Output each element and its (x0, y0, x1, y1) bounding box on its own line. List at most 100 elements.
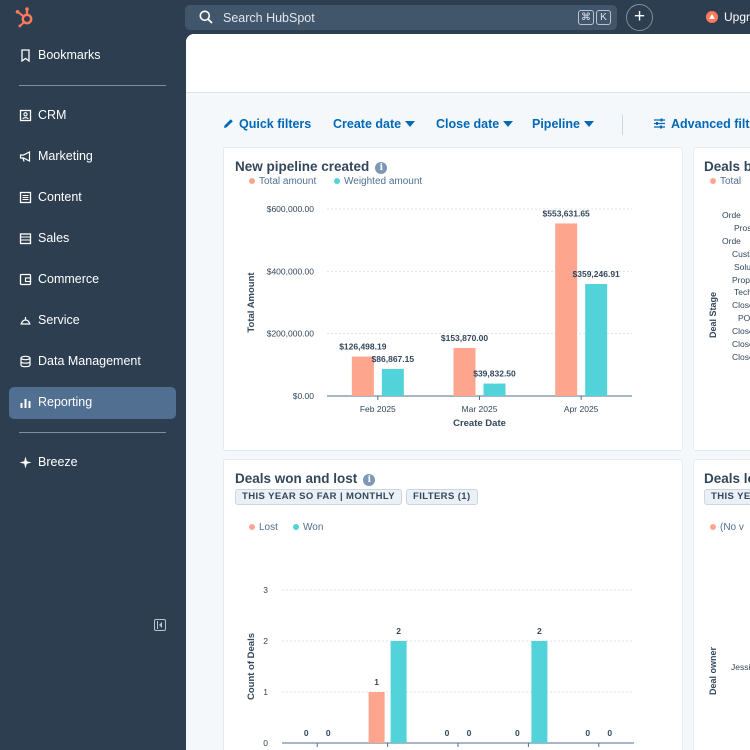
date-range-tag[interactable]: THIS YEAR SO FAR | MONTHLY (235, 489, 402, 505)
upgrade-icon (706, 11, 718, 23)
filters-tag[interactable]: FILTERS (1) (406, 489, 478, 505)
sidebar-item-data-management[interactable]: Data Management (9, 346, 176, 378)
create-date-filter[interactable]: Create date (333, 117, 416, 131)
y-axis-label: Total Amount (246, 272, 257, 333)
card-title-text: Deals won and lost (235, 471, 358, 486)
card-title[interactable]: Deals won and lost i (235, 471, 376, 486)
card-deals-lost-by-owner: Deals lo THIS YE (No v Deal owner Jessi (693, 459, 750, 750)
legend-won[interactable]: Won (293, 522, 323, 533)
create-new-button[interactable]: + (626, 4, 653, 31)
legend-label: Total (720, 176, 742, 187)
bar (531, 641, 548, 743)
sidebar-item-crm[interactable]: CRM (9, 100, 176, 132)
y-tick-label: 3 (263, 585, 268, 595)
data-label: $153,870.00 (441, 333, 489, 343)
pencil-icon (224, 119, 233, 128)
pipeline-filter[interactable]: Pipeline (532, 117, 594, 131)
legend-total-amount[interactable]: Total amount (249, 176, 316, 187)
card-title[interactable]: Deals b (704, 159, 750, 174)
sidebar-item-marketing[interactable]: Marketing (9, 141, 176, 173)
quick-filters-button[interactable]: Quick filters (223, 117, 311, 131)
legend-label: Won (303, 522, 324, 533)
sidebar-item-reporting[interactable]: Reporting (9, 387, 176, 419)
data-label: 0 (607, 728, 612, 738)
search-icon (199, 10, 213, 24)
search-bar[interactable]: Search HubSpot ⌘ K (185, 5, 617, 30)
stage-label: Prop (732, 274, 750, 285)
sidebar-item-sales[interactable]: Sales (9, 223, 176, 255)
bookmark-icon (21, 49, 30, 62)
data-label: $86,867.15 (372, 354, 415, 364)
data-label: 2 (537, 626, 542, 636)
filter-divider (622, 115, 623, 135)
legend-dot (293, 524, 299, 530)
sidebar-item-commerce[interactable]: Commerce (9, 264, 176, 296)
axis-label-text: Deal Stage (708, 292, 718, 338)
deal-stage-axis-label: Deal Stage (708, 292, 718, 338)
breeze-icon (19, 456, 32, 469)
sidebar-item-service[interactable]: Service (9, 305, 176, 337)
data-label: 1 (374, 677, 379, 687)
sidebar-divider (19, 432, 166, 433)
data-label: 0 (326, 728, 331, 738)
sidebar-item-label: Breeze (38, 455, 78, 469)
card-new-pipeline: New pipeline created i Total amount Weigh… (223, 147, 683, 451)
info-icon[interactable]: i (363, 474, 376, 486)
caret-down-icon (503, 121, 514, 127)
deal-owner-axis-label: Deal owner (708, 646, 718, 695)
data-label: 0 (445, 728, 450, 738)
data-label: 2 (396, 626, 401, 636)
sidebar-item-label: CRM (38, 108, 67, 122)
data-label: 0 (515, 728, 520, 738)
sidebar-item-bookmarks[interactable]: Bookmarks (9, 40, 176, 72)
stage-label: Tech (734, 287, 750, 298)
hubspot-logo-icon[interactable] (14, 6, 36, 28)
stage-label: Pros (734, 222, 750, 233)
y-tick-label: 2 (263, 636, 268, 646)
bar (390, 641, 407, 743)
data-label: $126,498.19 (339, 342, 387, 352)
card-title[interactable]: New pipeline created i (235, 159, 388, 174)
shortcut-key-k: K (596, 10, 611, 25)
legend-no-value[interactable]: (No v (710, 522, 744, 533)
close-date-filter[interactable]: Close date (436, 117, 514, 131)
collapse-sidebar-icon[interactable] (154, 619, 166, 631)
advanced-filters-label: Advanced filters (671, 117, 750, 131)
close-date-label: Close date (436, 117, 500, 131)
card-title[interactable]: Deals lo (704, 471, 750, 486)
crm-icon (19, 109, 32, 122)
advanced-filters-button[interactable]: Advanced filters (654, 117, 750, 131)
legend-label: Weighted amount (344, 176, 423, 187)
legend-total[interactable]: Total (710, 176, 741, 187)
owner-label: Jessi (731, 662, 750, 672)
won-lost-chart: 0123Jan 202500Feb 202512Mar 202500Apr 20… (246, 585, 634, 748)
legend-lost[interactable]: Lost (249, 522, 278, 533)
database-icon (20, 355, 31, 368)
stage-label: Close (732, 326, 750, 337)
y-tick-label: $600,000.00 (267, 204, 315, 214)
pipeline-chart: $0.00 $200,000.00 $400,000.00 $600,000.00 Fe… (246, 204, 632, 429)
data-label: 0 (585, 728, 590, 738)
bar (453, 348, 476, 396)
legend-dot (334, 178, 340, 184)
sidebar-item-label: Bookmarks (38, 48, 101, 62)
legend-weighted-amount[interactable]: Weighted amount (334, 176, 422, 187)
upgrade-button[interactable]: Upgrade (706, 10, 750, 24)
stage-label: Orde (722, 210, 741, 220)
stage-label: Orde (722, 235, 741, 246)
sliders-icon (654, 118, 665, 129)
date-range-tag[interactable]: THIS YE (704, 489, 750, 505)
sales-icon (19, 233, 32, 245)
y-tick-label: $200,000.00 (267, 329, 315, 339)
card-title-text: New pipeline created (235, 159, 370, 174)
info-icon[interactable]: i (375, 162, 388, 174)
sidebar-item-label: Sales (38, 231, 70, 245)
data-label: $39,832.50 (473, 369, 516, 379)
search-input[interactable]: Search HubSpot (223, 11, 315, 25)
x-tick-label: Mar 2025 (462, 404, 498, 414)
sidebar-item-breeze[interactable]: Breeze (9, 447, 176, 479)
card-title-text: Deals b (704, 159, 750, 174)
sidebar-item-label: Commerce (38, 272, 100, 286)
x-axis-label: Create Date (453, 418, 506, 429)
sidebar-item-content[interactable]: Content (9, 182, 176, 214)
